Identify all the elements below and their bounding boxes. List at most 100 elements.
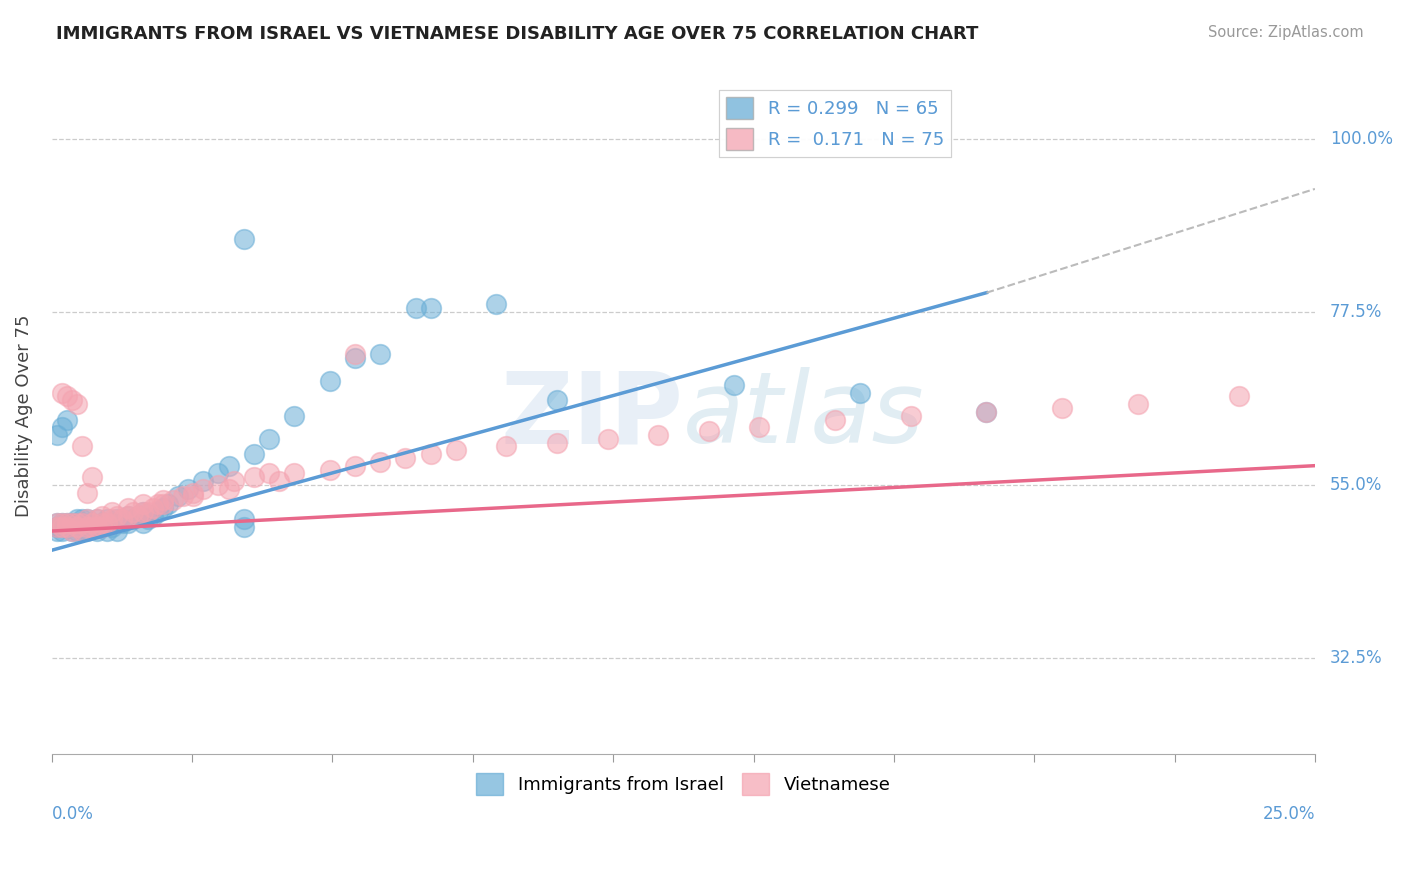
Point [546,435,568,450]
Point [318,374,340,388]
Point [121,512,143,526]
Point [283,409,305,423]
Point [152,500,174,515]
Text: 25.0%: 25.0% [1263,805,1315,822]
Point [96,524,118,538]
Point [51,520,73,534]
Point [76,485,98,500]
Point [60,516,83,531]
Text: 77.5%: 77.5% [1330,303,1382,321]
Point [117,508,139,523]
Point [405,301,427,315]
Point [76,524,98,538]
Text: IMMIGRANTS FROM ISRAEL VS VIETNAMESE DISABILITY AGE OVER 75 CORRELATION CHART: IMMIGRANTS FROM ISRAEL VS VIETNAMESE DIS… [56,25,979,43]
Point [82,470,104,484]
Point [257,467,280,481]
Point [101,520,124,534]
Point [1227,389,1250,403]
Point [131,516,153,531]
Point [45,428,67,442]
Point [900,409,922,423]
Point [70,512,93,526]
Text: Source: ZipAtlas.com: Source: ZipAtlas.com [1208,25,1364,40]
Point [70,516,93,531]
Point [976,405,998,419]
Point [121,505,143,519]
Point [495,440,517,454]
Point [86,520,108,534]
Point [101,516,124,531]
Point [343,458,366,473]
Point [51,524,73,538]
Point [96,516,118,531]
Point [193,474,215,488]
Point [70,516,93,531]
Point [318,462,340,476]
Point [485,297,508,311]
Point [218,458,240,473]
Point [107,508,129,523]
Point [824,412,846,426]
Point [131,497,153,511]
Point [91,516,114,531]
Point [91,520,114,534]
Point [127,508,149,523]
Point [107,524,129,538]
Point [343,347,366,361]
Point [60,516,83,531]
Point [56,389,79,403]
Point [66,520,89,534]
Point [444,443,467,458]
Point [91,516,114,531]
Point [167,490,190,504]
Point [66,397,89,411]
Point [207,478,229,492]
Point [60,524,83,538]
Point [131,505,153,519]
Point [56,520,79,534]
Point [45,520,67,534]
Text: 100.0%: 100.0% [1330,130,1393,148]
Text: 0.0%: 0.0% [52,805,94,822]
Point [976,405,998,419]
Point [243,470,266,484]
Point [131,505,153,519]
Point [76,520,98,534]
Point [546,393,568,408]
Point [181,490,204,504]
Point [142,500,165,515]
Point [60,524,83,538]
Point [849,385,872,400]
Point [45,524,67,538]
Point [748,420,770,434]
Point [66,516,89,531]
Point [232,232,254,246]
Point [82,520,104,534]
Point [76,512,98,526]
Point [232,512,254,526]
Text: 32.5%: 32.5% [1330,648,1382,667]
Point [368,455,391,469]
Point [51,420,73,434]
Point [419,301,441,315]
Legend: R = 0.299   N = 65, R =  0.171   N = 75: R = 0.299 N = 65, R = 0.171 N = 75 [718,90,950,157]
Point [152,497,174,511]
Point [218,482,240,496]
Point [172,490,194,504]
Point [45,516,67,531]
Point [343,351,366,365]
Point [86,512,108,526]
Point [56,412,79,426]
Point [193,482,215,496]
Point [394,450,416,465]
Point [91,520,114,534]
Point [243,447,266,461]
Point [56,520,79,534]
Point [1052,401,1074,415]
Point [91,508,114,523]
Point [181,485,204,500]
Point [596,432,619,446]
Point [697,424,720,438]
Point [56,516,79,531]
Point [419,447,441,461]
